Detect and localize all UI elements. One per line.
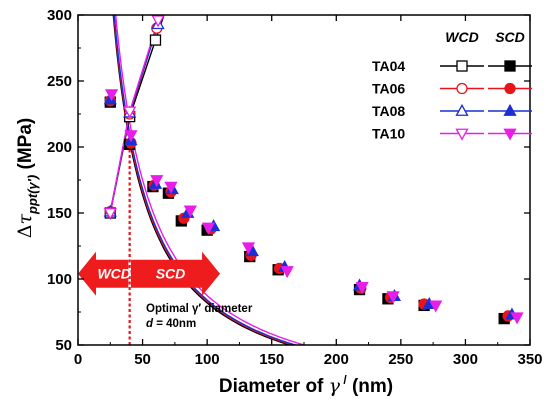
point-ta10-scd <box>510 312 524 325</box>
point-ta04-wcd <box>149 34 162 46</box>
wcd-arrow-label: WCD <box>97 266 130 282</box>
point-ta10-scd <box>124 130 138 143</box>
legend-header-wcd: WCD <box>445 29 478 45</box>
point-ta10-scd <box>429 300 443 313</box>
point-ta10-scd <box>201 222 216 235</box>
x-tick-label: 300 <box>453 351 478 368</box>
legend-wcd-marker-ta08 <box>455 103 469 116</box>
legend-label-ta06: TA06 <box>372 81 405 97</box>
x-tick-label: 0 <box>74 351 82 368</box>
point-ta10-scd <box>164 181 178 194</box>
annotations: WCD SCD Optimal γ′ diameter d = 40nm <box>78 144 253 345</box>
legend-label-ta10: TA10 <box>372 126 405 142</box>
point-ta10-scd <box>104 89 119 102</box>
y-tick-label: 150 <box>47 205 72 222</box>
x-tick-label: 50 <box>134 351 151 368</box>
point-ta10-scd <box>241 242 256 255</box>
legend-label-ta04: TA04 <box>372 58 405 74</box>
x-tick-label: 100 <box>195 351 220 368</box>
y-tick-label: 200 <box>47 139 72 156</box>
legend-wcd-marker-ta06 <box>456 82 468 95</box>
x-axis-title: Diameter of γ / (nm) <box>219 373 393 397</box>
axes: 0 50 100 150 200 250 300 35050100150200250300Di… <box>14 7 543 397</box>
y-tick-label: 50 <box>55 337 72 354</box>
point-ta10-wcd <box>123 106 137 119</box>
data-markers <box>103 15 524 325</box>
x-tick-label: 250 <box>388 351 413 368</box>
point-ta10-scd <box>150 175 164 188</box>
scd-arrow-label: SCD <box>156 266 186 282</box>
y-axis-title: Δτppt(γ′) (MPa) <box>14 118 40 238</box>
scd-arrow <box>130 251 221 296</box>
legend-scd-marker-ta06 <box>504 82 516 95</box>
legend-wcd-marker-ta04 <box>456 60 468 72</box>
wcd-line-ta10 <box>109 15 161 214</box>
y-tick-label: 250 <box>47 73 72 90</box>
optimal-diameter-value: d = 40nm <box>146 318 196 330</box>
wcd-lines <box>109 15 165 214</box>
legend-scd-marker-ta08 <box>503 103 517 116</box>
point-ta10-wcd <box>103 208 117 221</box>
point-ta10-wcd <box>151 15 165 28</box>
legend: WCD SCD TA04 TA06 TA08 TA10 <box>372 29 532 142</box>
legend-scd-marker-ta04 <box>504 60 516 72</box>
legend-header-scd: SCD <box>495 29 525 45</box>
y-tick-label: 300 <box>47 7 72 24</box>
point-ta10-scd <box>183 205 197 218</box>
point-ta10-scd <box>355 282 369 295</box>
x-tick-label: 150 <box>259 351 284 368</box>
point-ta10-scd <box>386 291 400 304</box>
legend-wcd-marker-ta10 <box>455 128 469 141</box>
x-tick-label: 350 <box>517 351 542 368</box>
wcd-arrow <box>78 251 129 296</box>
optimal-diameter-text: Optimal γ′ diameter <box>146 303 253 315</box>
legend-scd-marker-ta10 <box>503 128 517 141</box>
x-tick-label: 200 <box>324 351 349 368</box>
y-tick-label: 100 <box>47 271 72 288</box>
legend-label-ta08: TA08 <box>372 103 405 119</box>
point-ta10-scd <box>280 266 294 279</box>
